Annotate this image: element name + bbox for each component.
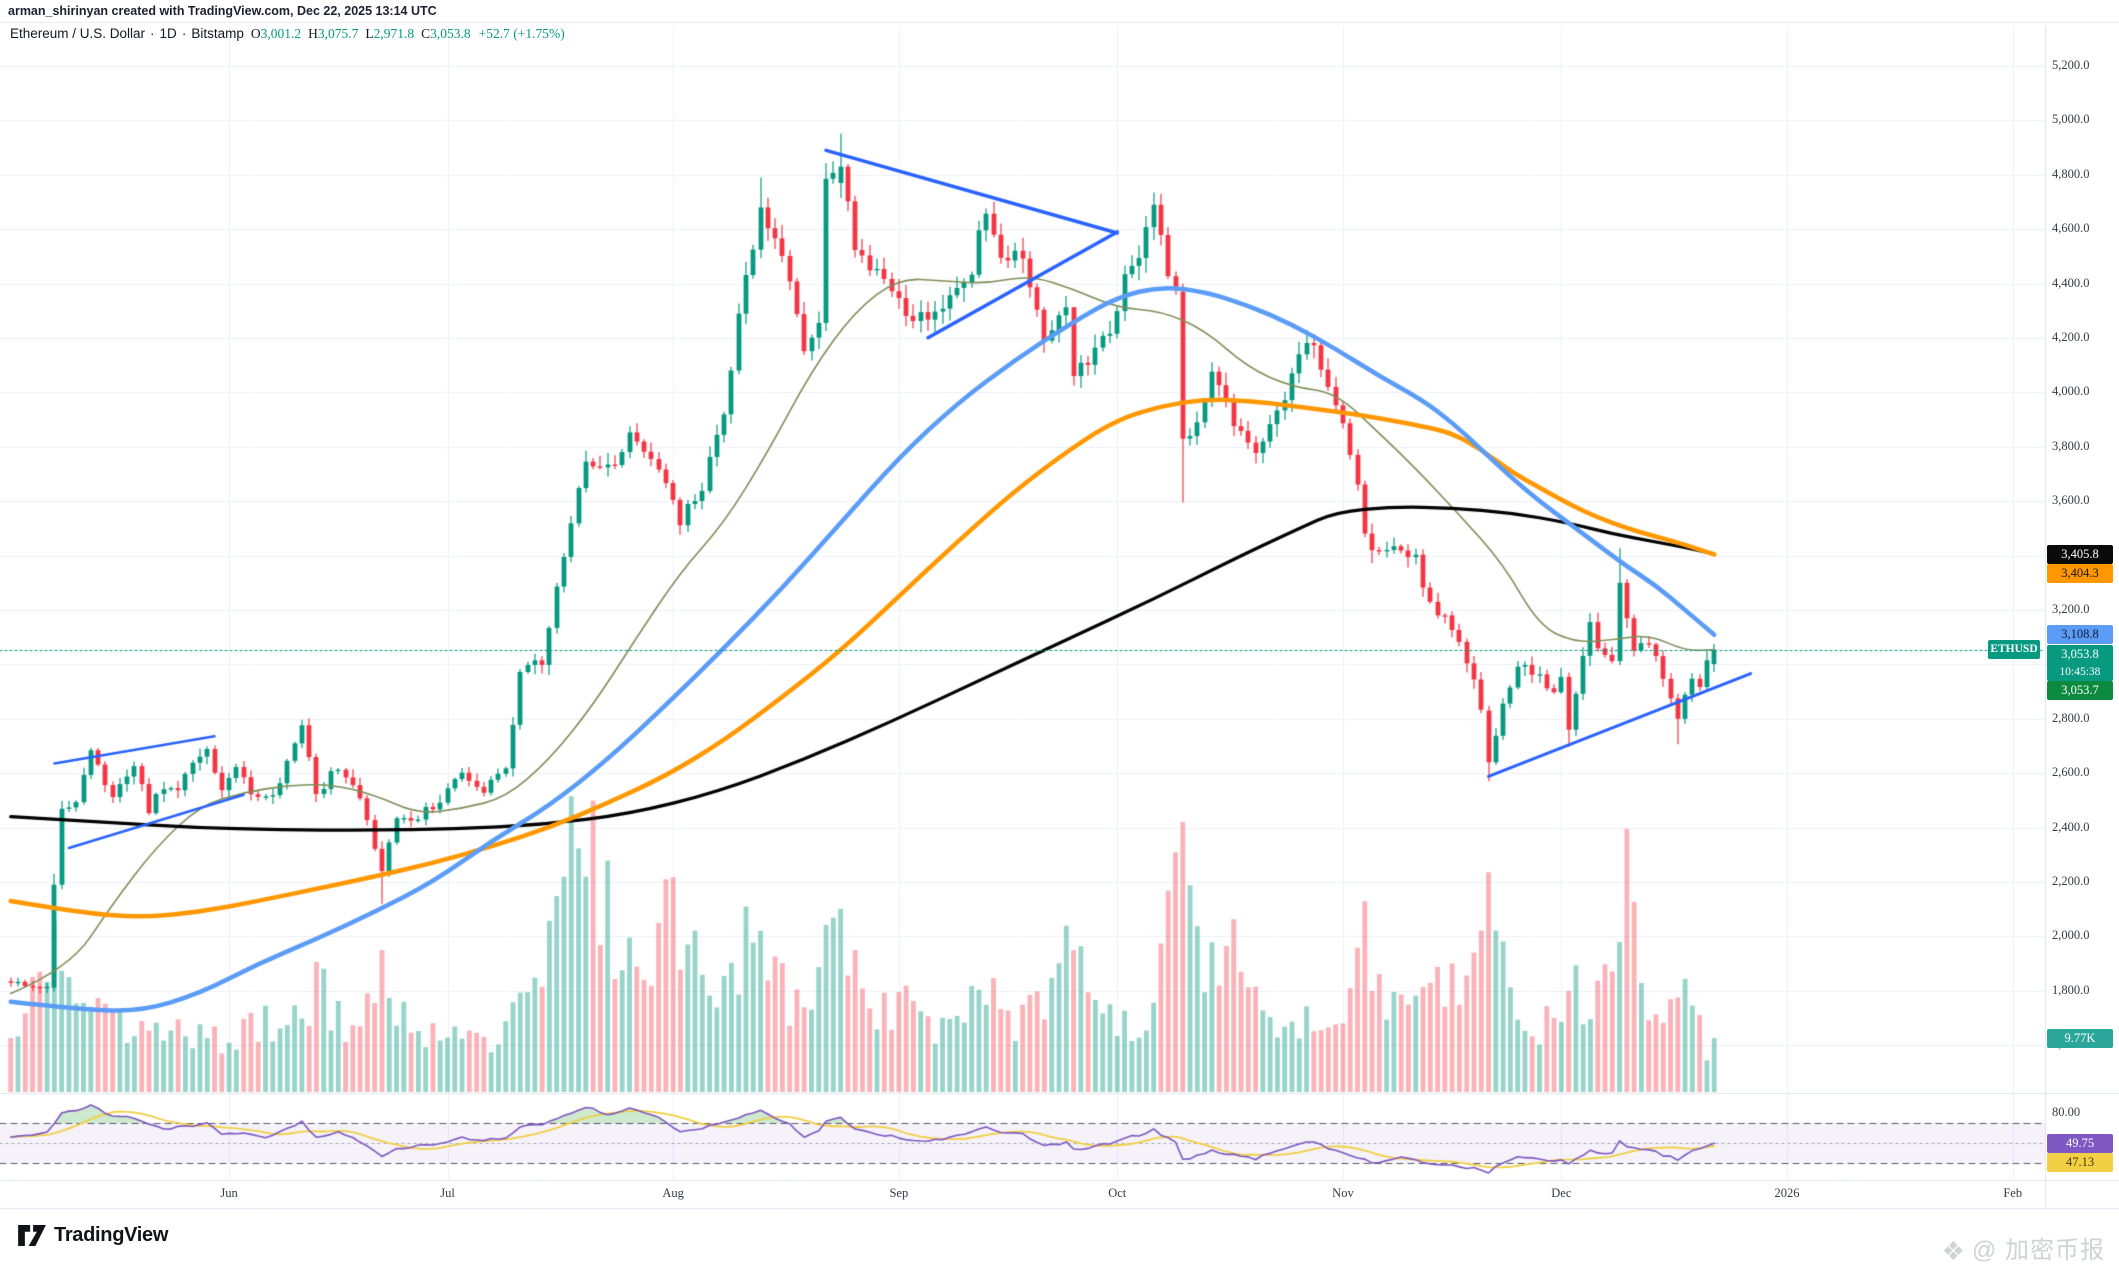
- tradingview-logo-icon: [18, 1225, 46, 1246]
- bar-close-countdown: 10:45:38: [2059, 665, 2101, 678]
- watermark-logo-icon: ❖: [1941, 1236, 1966, 1266]
- price-axis-tick: 3,600.0: [2052, 493, 2090, 508]
- price-axis-tick: 2,800.0: [2052, 710, 2090, 725]
- rsi-ma-tag: 47.13: [2047, 1153, 2113, 1173]
- open-value: 3,001.2: [260, 26, 302, 41]
- close-value: 3,053.8: [430, 26, 471, 41]
- current-price-tag: 3,053.8 10:45:38: [2047, 644, 2113, 681]
- volume-value-tag: 9.77K: [2047, 1028, 2113, 1048]
- ma200-tag: 3,405.8: [2047, 544, 2113, 564]
- price-axis-tick: 2,400.0: [2052, 819, 2090, 834]
- close-letter: C: [421, 26, 431, 41]
- price-axis-tick: 5,000.0: [2052, 112, 2090, 127]
- ma-fast-tag: 3,053.7: [2047, 681, 2113, 701]
- price-axis-tick: 4,600.0: [2052, 221, 2090, 236]
- interval-label[interactable]: 1D: [159, 26, 177, 41]
- legend-separator: ·: [150, 26, 155, 41]
- symbol-title[interactable]: Ethereum / U.S. Dollar: [10, 26, 146, 41]
- price-axis-tick: 4,800.0: [2052, 166, 2090, 181]
- price-axis-tick: 1,800.0: [2052, 982, 2090, 997]
- price-axis-tick: 4,200.0: [2052, 330, 2090, 344]
- header-divider: [0, 22, 2119, 23]
- time-axis-label: 2026: [1774, 1186, 1800, 1200]
- high-value: 3,075.7: [317, 26, 359, 41]
- open-letter: O: [250, 26, 261, 41]
- tradingview-logo[interactable]: TradingView: [18, 1224, 168, 1247]
- instrument-price-label: ETHUSD: [1988, 640, 2040, 660]
- ma100-tag: 3,404.3: [2047, 564, 2113, 584]
- time-axis-label: Jul: [440, 1186, 455, 1200]
- time-axis-label: Aug: [662, 1186, 684, 1200]
- time-axis-label: Oct: [1108, 1186, 1127, 1200]
- time-axis-label: Dec: [1551, 1186, 1572, 1200]
- time-axis-label: Nov: [1332, 1186, 1354, 1200]
- high-letter: H: [308, 26, 318, 41]
- price-axis-tick: 5,200.0: [2052, 58, 2090, 72]
- attribution-text: arman_shirinyan created with TradingView…: [8, 4, 437, 18]
- price-axis-tick: 2,600.0: [2052, 765, 2090, 780]
- price-axis-tick: 4,400.0: [2052, 275, 2090, 290]
- ma50-tag: 3,108.8: [2047, 625, 2113, 645]
- price-axis-tick: 3,200.0: [2052, 602, 2090, 616]
- rsi-value-tag: 49.75: [2047, 1133, 2113, 1153]
- watermark: ❖ @ 加密币报: [1942, 1230, 2105, 1267]
- low-letter: L: [365, 26, 374, 41]
- tradingview-logo-text: TradingView: [54, 1224, 169, 1246]
- symbol-legend: Ethereum / U.S. Dollar · 1D · Bitstamp O3,001…: [10, 26, 565, 42]
- price-axis-tick: 4,000.0: [2052, 384, 2090, 399]
- watermark-text: @ 加密币报: [1971, 1237, 2105, 1264]
- change-value: +52.7 (+1.75%): [478, 26, 565, 41]
- low-value: 2,971.8: [373, 26, 415, 41]
- price-axis-tick: 2,000.0: [2052, 928, 2090, 943]
- exchange-label: Bitstamp: [191, 26, 244, 41]
- rsi-axis-tick: 80.00: [2052, 1105, 2081, 1119]
- current-price-value: 3,053.8: [2061, 646, 2099, 661]
- legend-separator: ·: [181, 26, 187, 41]
- time-axis-label: Sep: [889, 1186, 909, 1200]
- price-axis-tick: 3,800.0: [2052, 438, 2090, 453]
- time-axis-label: Jun: [220, 1186, 238, 1200]
- time-axis-label: Feb: [2003, 1186, 2023, 1200]
- price-axis-tick: 2,200.0: [2052, 874, 2090, 888]
